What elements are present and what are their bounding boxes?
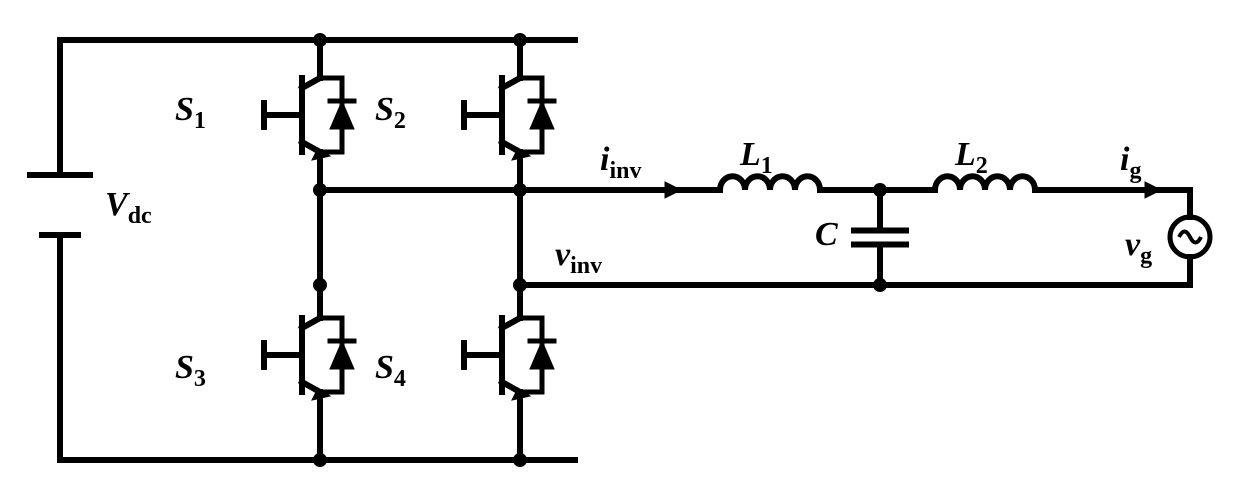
svg-text:vg: vg [1125, 226, 1152, 269]
svg-text:S3: S3 [175, 349, 206, 392]
svg-text:S1: S1 [175, 91, 206, 134]
svg-text:C: C [815, 216, 838, 253]
inverter-lcl-schematic: Vdc S1 S2 S3 S4 iinv vinv L1 C L2 ig vg [0, 0, 1240, 502]
svg-text:S4: S4 [375, 349, 406, 392]
svg-text:iinv: iinv [600, 141, 641, 184]
svg-text:L1: L1 [739, 136, 773, 179]
svg-text:S2: S2 [375, 91, 406, 134]
svg-text:Vdc: Vdc [105, 186, 152, 229]
svg-text:vinv: vinv [555, 236, 602, 279]
svg-text:ig: ig [1120, 141, 1141, 184]
svg-text:L2: L2 [954, 136, 988, 179]
